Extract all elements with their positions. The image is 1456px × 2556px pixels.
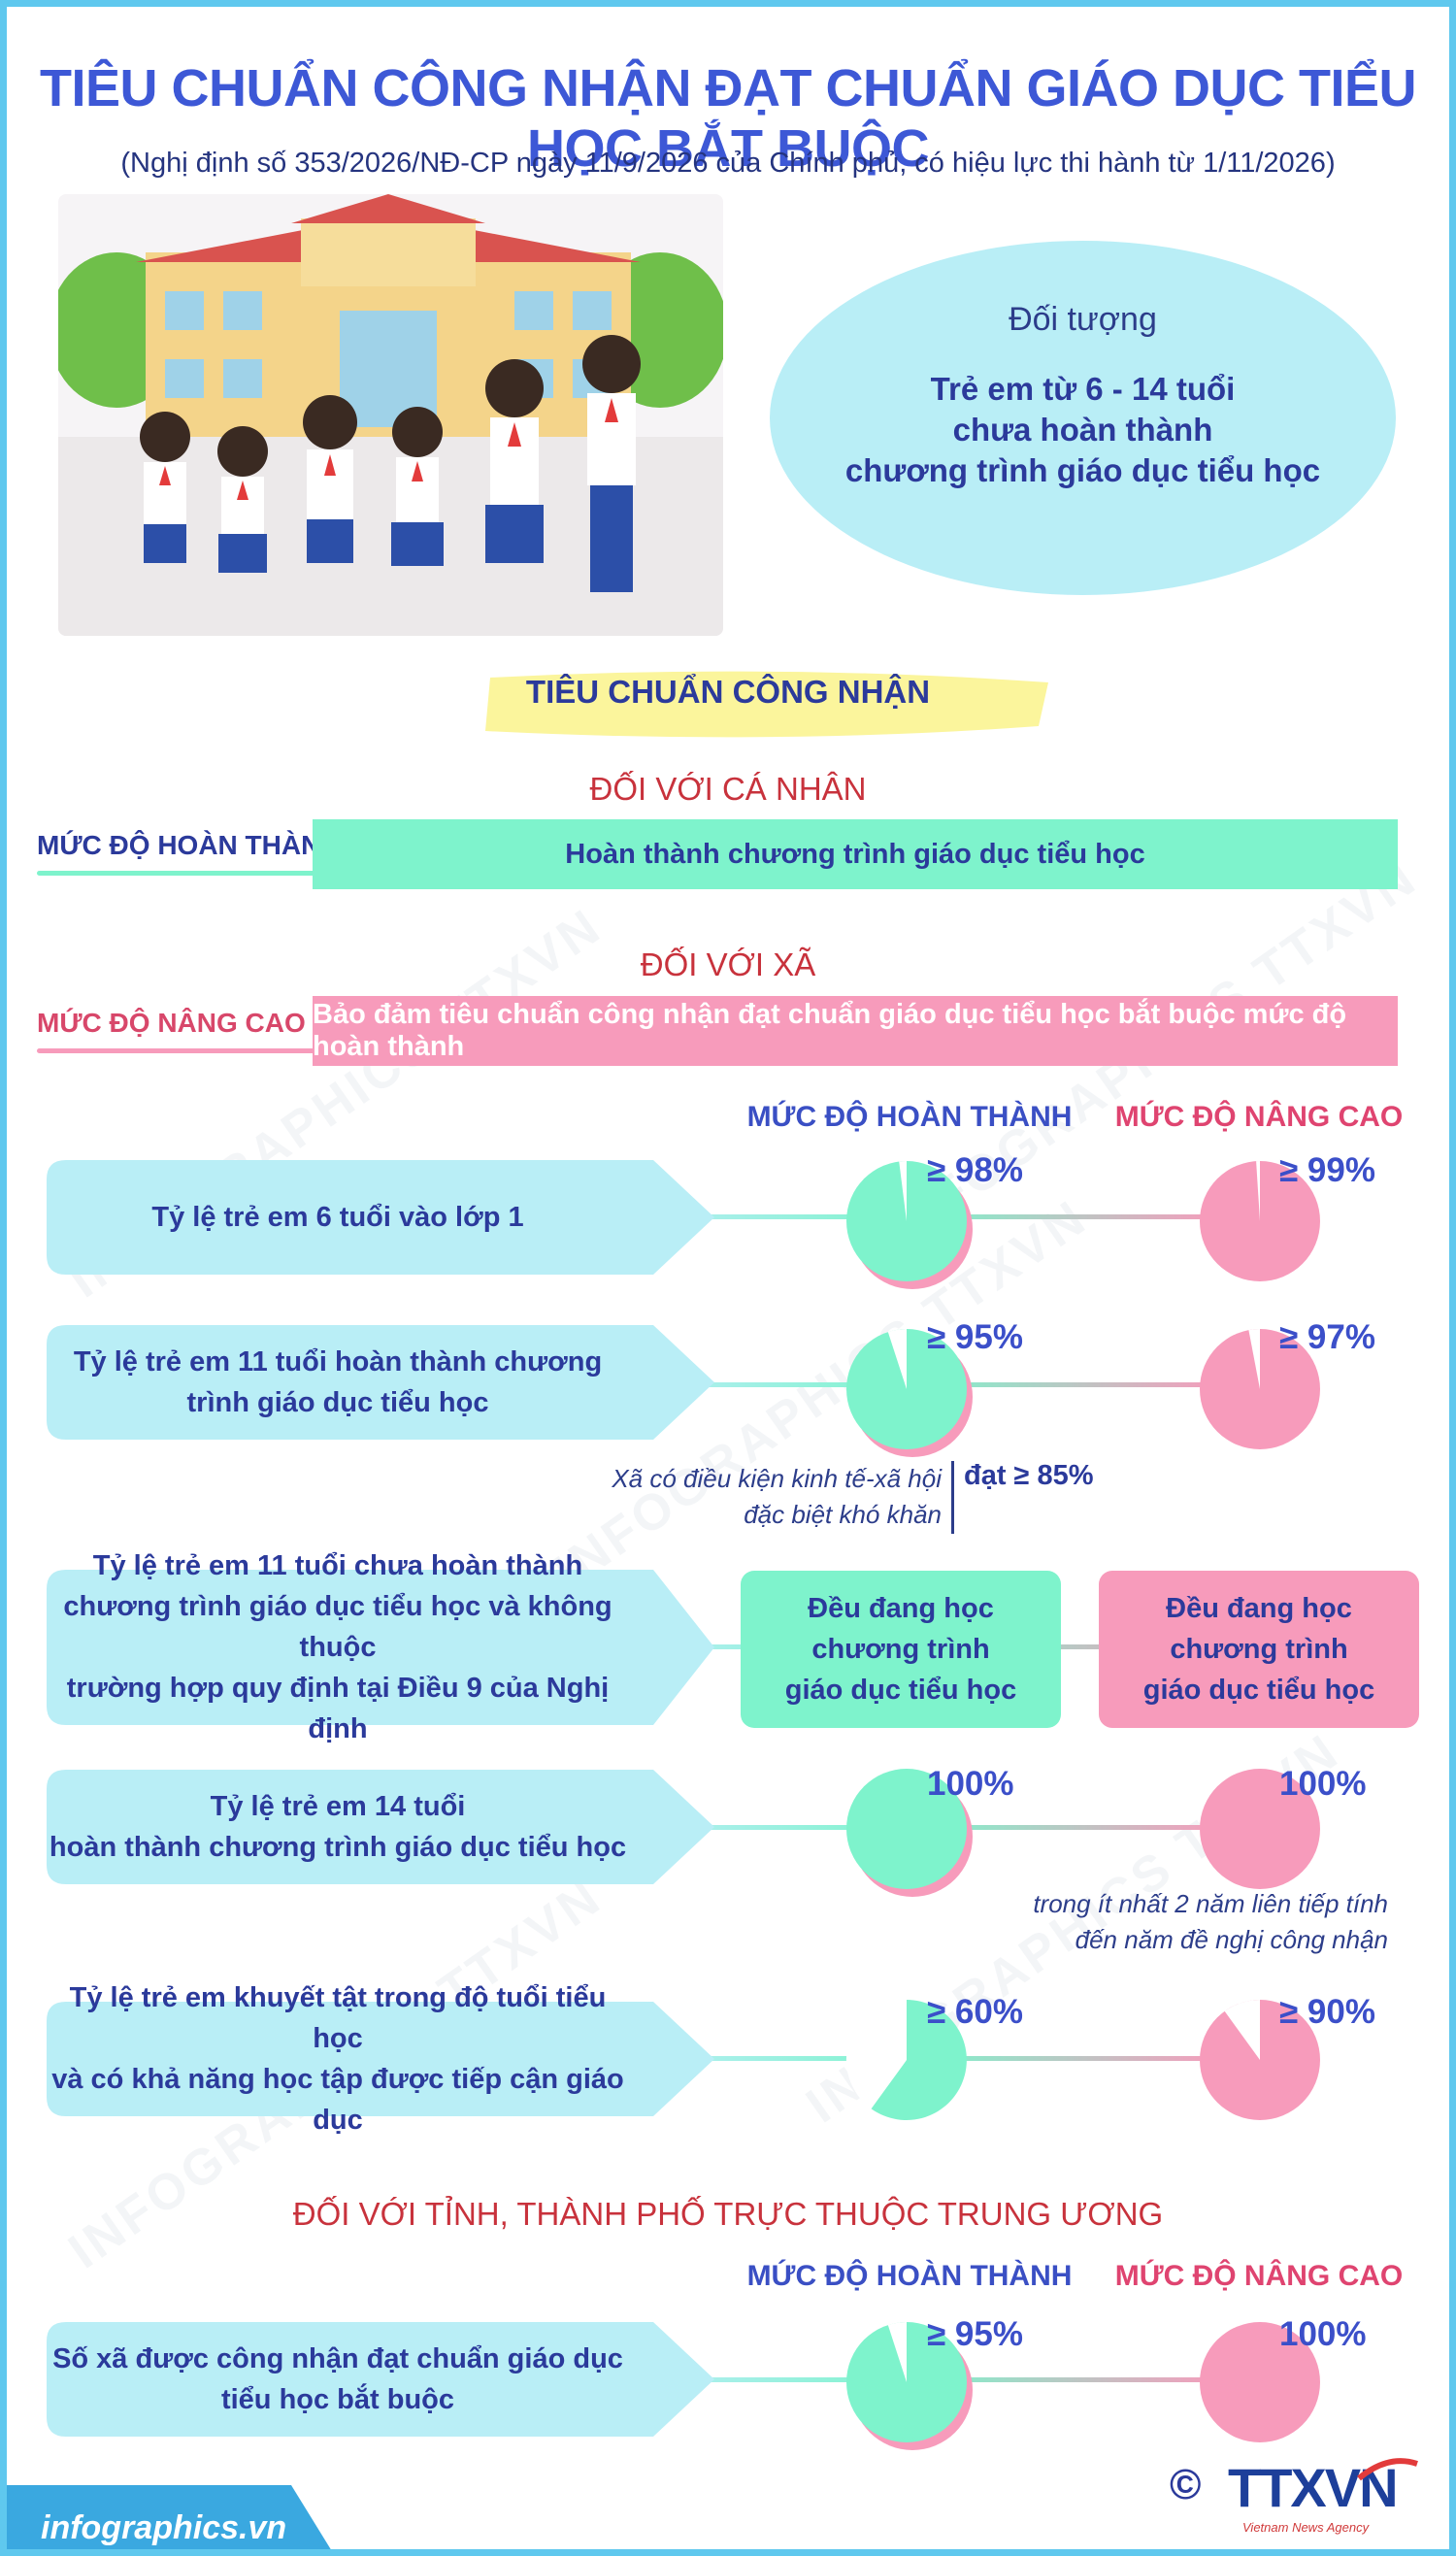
agency-name: Vietnam News Agency xyxy=(1242,2520,1370,2535)
individual-heading: ĐỐI VỚI CÁ NHÂN xyxy=(589,771,867,807)
criterion-text: Tỷ lệ trẻ em 6 tuổi vào lớp 1 xyxy=(151,1202,524,1233)
special-commune-value: đạt ≥ 85% xyxy=(964,1460,1094,1491)
commune-level-label: MỨC ĐỘ NÂNG CAO xyxy=(37,1008,306,1038)
pie-advanced-row-5 xyxy=(1200,2000,1320,2120)
box-line: giáo dục tiểu học xyxy=(1142,1675,1375,1706)
box-line: Đều đang học xyxy=(1166,1593,1352,1624)
copyright-symbol: © xyxy=(1170,2461,1202,2508)
logo-swoosh-icon xyxy=(1357,2458,1418,2481)
individual-complete-bar: Hoàn thành chương trình giáo dục tiểu họ… xyxy=(313,819,1398,889)
column-complete-heading: MỨC ĐỘ HOÀN THÀNH xyxy=(746,1101,1073,1133)
complete-value: ≥ 95% xyxy=(927,1318,1023,1356)
criterion-text: và có khả năng học tập được tiếp cận giá… xyxy=(51,2064,624,2136)
pie-complete-province xyxy=(846,2321,973,2450)
criterion-text: tiểu học bắt buộc xyxy=(220,2384,455,2415)
criterion-text: Số xã được công nhận đạt chuẩn giáo dục xyxy=(52,2343,623,2374)
note-line: trong ít nhất 2 năm liên tiếp tính xyxy=(1033,1889,1388,1918)
complete-status-box: Đều đang học chương trình giáo dục tiểu họ… xyxy=(741,1571,1061,1728)
criterion-text: Tỷ lệ trẻ em 11 tuổi chưa hoàn thành xyxy=(92,1550,583,1581)
pie-advanced-row-4 xyxy=(1200,1769,1320,1889)
note-line: đến năm đề nghị công nhận xyxy=(1075,1925,1388,1954)
page-subtitle: (Nghị định số 353/2026/NĐ-CP ngày 11/9/2… xyxy=(120,148,1336,179)
advanced-value: 100% xyxy=(1279,2315,1367,2353)
criterion-text: chương trình giáo dục tiểu học và không … xyxy=(63,1591,612,1663)
advanced-value: ≥ 97% xyxy=(1279,1318,1375,1356)
criterion-row-4: Tỷ lệ trẻ em 14 tuổi hoàn thành chương tr… xyxy=(47,1770,714,1884)
complete-value: ≥ 95% xyxy=(927,2315,1023,2353)
site-link[interactable]: infographics.vn xyxy=(41,2509,287,2546)
criterion-row-5: Tỷ lệ trẻ em khuyết tật trong độ tuổi ti… xyxy=(47,1982,714,2136)
school-children-illustration xyxy=(58,194,723,636)
province-heading: ĐỐI VỚI TỈNH, THÀNH PHỐ TRỰC THUỘC TRUNG… xyxy=(292,2196,1164,2232)
complete-value: 100% xyxy=(927,1765,1014,1803)
complete-value: ≥ 98% xyxy=(927,1151,1023,1189)
criterion-text: trình giáo dục tiểu học xyxy=(186,1387,489,1418)
level-underline xyxy=(37,1048,318,1053)
criterion-row-2: Tỷ lệ trẻ em 11 tuổi hoàn thành chương tr… xyxy=(47,1325,714,1440)
pie-complete-row-4 xyxy=(846,1769,973,1897)
page-title: TIÊU CHUẨN CÔNG NHẬN ĐẠT CHUẨN GIÁO DỤC … xyxy=(40,59,1416,178)
pie-complete-row-1 xyxy=(846,1161,973,1289)
target-group-ellipse: Đối tượng Trẻ em từ 6 - 14 tuổi chưa hoà… xyxy=(770,241,1396,595)
province-criterion-row: Số xã được công nhận đạt chuẩn giáo dục t… xyxy=(47,2322,714,2437)
highlight-brush xyxy=(485,671,1048,738)
target-line: chương trình giáo dục tiểu học xyxy=(844,452,1321,488)
advanced-value: ≥ 90% xyxy=(1279,1993,1375,2031)
pie-advanced-row-1 xyxy=(1200,1160,1320,1281)
level-underline xyxy=(37,871,318,876)
target-line: chưa hoàn thành xyxy=(952,412,1213,448)
box-line: Đều đang học xyxy=(808,1593,994,1624)
criterion-text: Tỷ lệ trẻ em 14 tuổi xyxy=(210,1791,466,1822)
pie-complete-row-5 xyxy=(845,2000,967,2120)
target-line: Trẻ em từ 6 - 14 tuổi xyxy=(930,371,1236,407)
commune-heading: ĐỐI VỚI XÃ xyxy=(640,946,816,982)
criterion-row-3: Tỷ lệ trẻ em 11 tuổi chưa hoàn thành chươ… xyxy=(47,1550,714,1744)
criterion-row-1: Tỷ lệ trẻ em 6 tuổi vào lớp 1 xyxy=(47,1160,714,1275)
note-divider xyxy=(951,1461,954,1534)
advanced-status-box: Đều đang học chương trình giáo dục tiểu họ… xyxy=(1099,1571,1419,1728)
column-advanced-heading: MỨC ĐỘ NÂNG CAO xyxy=(1114,1101,1404,1133)
footer-banner xyxy=(0,2485,335,2556)
section-title: TIÊU CHUẨN CÔNG NHẬN xyxy=(525,674,931,710)
pie-advanced-province xyxy=(1200,2322,1320,2442)
pie-advanced-row-2 xyxy=(1200,1329,1320,1449)
box-line: giáo dục tiểu học xyxy=(784,1675,1017,1706)
note-line: Xã có điều kiện kinh tế-xã hội xyxy=(612,1464,942,1493)
criterion-text: Tỷ lệ trẻ em khuyết tật trong độ tuổi ti… xyxy=(69,1982,607,2054)
box-line: chương trình xyxy=(811,1634,990,1665)
special-commune-note: Xã có điều kiện kinh tế-xã hội đặc biệt … xyxy=(544,1461,942,1533)
consecutive-years-note: trong ít nhất 2 năm liên tiếp tính đến n… xyxy=(912,1886,1388,1958)
criterion-text: hoàn thành chương trình giáo dục tiểu họ… xyxy=(49,1832,627,1863)
advanced-value: ≥ 99% xyxy=(1279,1151,1375,1189)
criterion-text: trường hợp quy định tại Điều 9 của Nghị … xyxy=(66,1673,610,1744)
target-label: Đối tượng xyxy=(1009,301,1157,338)
pie-complete-row-2 xyxy=(846,1328,973,1457)
individual-level-label: MỨC ĐỘ HOÀN THÀNH xyxy=(37,830,341,860)
commune-advanced-bar: Bảo đảm tiêu chuẩn công nhận đạt chuẩn g… xyxy=(313,996,1398,1066)
target-description: Trẻ em từ 6 - 14 tuổi chưa hoàn thành ch… xyxy=(809,369,1357,491)
box-line: chương trình xyxy=(1170,1634,1348,1665)
column-advanced-heading: MỨC ĐỘ NÂNG CAO xyxy=(1114,2260,1404,2292)
complete-value: ≥ 60% xyxy=(927,1993,1023,2031)
column-complete-heading: MỨC ĐỘ HOÀN THÀNH xyxy=(746,2260,1073,2292)
criterion-text: Tỷ lệ trẻ em 11 tuổi hoàn thành chương xyxy=(73,1346,603,1378)
advanced-value: 100% xyxy=(1279,1765,1367,1803)
note-line: đặc biệt khó khăn xyxy=(744,1500,942,1529)
